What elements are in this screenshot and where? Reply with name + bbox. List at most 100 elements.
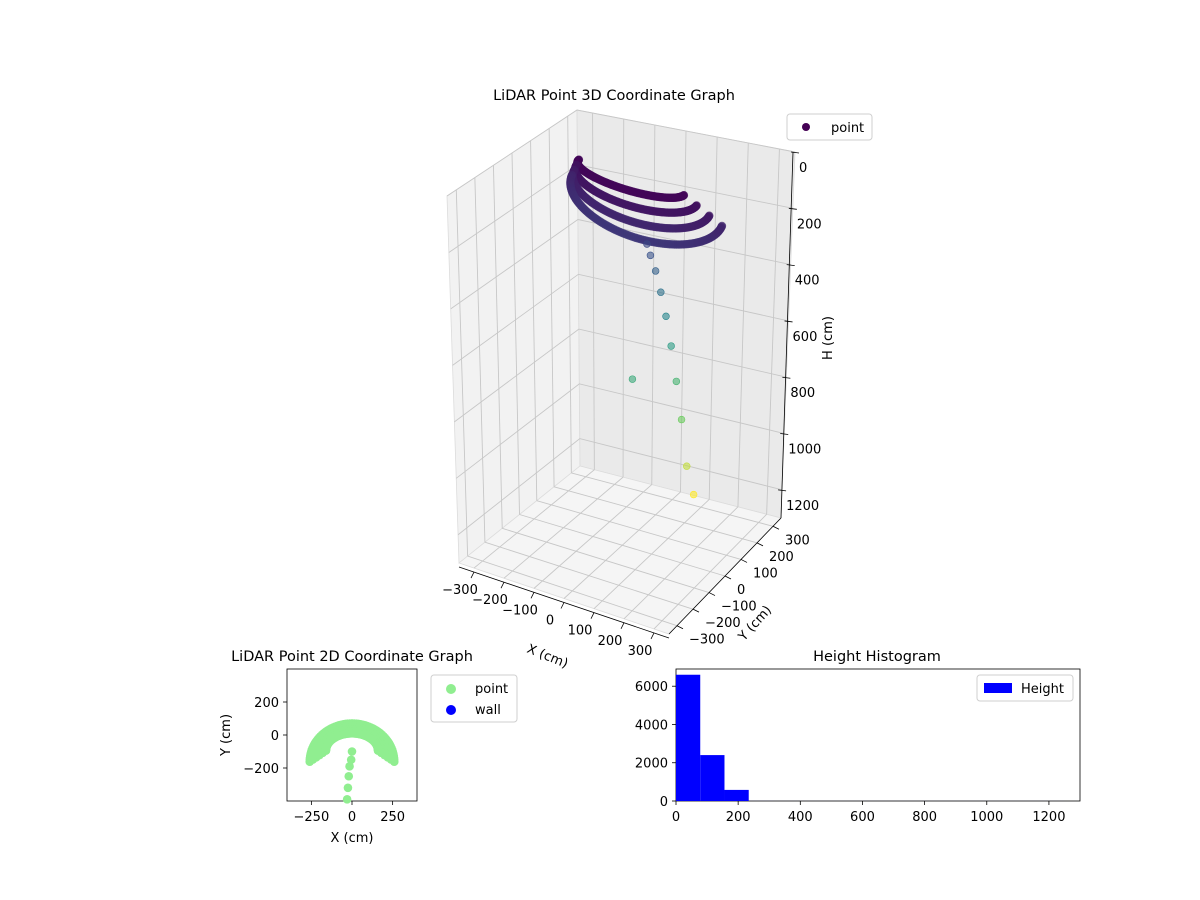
- point-2d: [373, 746, 383, 755]
- grid-y-floor: [502, 527, 710, 594]
- grid-z-wall: [457, 438, 783, 536]
- y-tick-label-2d: 200: [254, 696, 279, 711]
- x-tick-3d: [470, 571, 475, 579]
- data-point-3d: [677, 415, 686, 424]
- cluster-point: [679, 191, 689, 200]
- grid-x-wall: [511, 152, 520, 515]
- y-tick-label-3d: 200: [769, 550, 794, 565]
- x-tick-label-hist: 200: [726, 810, 751, 825]
- data-point-3d: [651, 267, 660, 275]
- data-point-3d: [628, 375, 637, 383]
- grid-z-wall: [452, 273, 789, 366]
- grid-y-floor: [536, 500, 742, 560]
- data-point-3d: [683, 462, 691, 470]
- z-tick-label-3d: 1000: [788, 443, 821, 458]
- x-tick-3d: [500, 582, 505, 589]
- x-tick-label-2d: 0: [348, 810, 356, 825]
- x-tick-3d: [530, 592, 535, 599]
- x-tick-label-hist: 0: [672, 810, 680, 825]
- legend-label-point: point: [831, 121, 864, 136]
- grid-z-wall: [455, 383, 785, 479]
- data-point-3d: [657, 288, 665, 296]
- legend-histogram: Height: [976, 674, 1074, 702]
- histogram-bar: [676, 674, 701, 801]
- x-tick-label-hist: 600: [850, 810, 875, 825]
- point-2d: [347, 747, 357, 756]
- y-tick-3d: [692, 608, 700, 613]
- x-tick-label-hist: 400: [788, 810, 813, 825]
- point-cluster-2d: [305, 719, 399, 767]
- z-tick-label-3d: 400: [795, 274, 820, 289]
- z-tick-3d: [780, 433, 789, 435]
- x-axis-label-3d: X (cm): [525, 642, 570, 672]
- y-tick-label-hist: 4000: [635, 718, 668, 733]
- data-point-3d: [643, 240, 651, 248]
- x-tick-label-3d: 100: [568, 624, 593, 639]
- point-2d: [343, 783, 353, 793]
- data-point-3d: [667, 342, 675, 350]
- grid-y-wall: [680, 130, 687, 493]
- histogram-bar: [724, 789, 749, 801]
- histogram-bar: [700, 755, 725, 801]
- grid-y-floor: [519, 514, 726, 577]
- x-tick-3d: [560, 602, 565, 609]
- y-tick-label-2d: −200: [243, 762, 279, 777]
- histogram-title: Height Histogram: [813, 649, 941, 665]
- data-point-3d: [689, 490, 698, 499]
- z-tick-label-3d: 200: [797, 217, 822, 232]
- point-2d: [344, 771, 354, 781]
- y-tick-label-3d: −300: [689, 633, 725, 648]
- grid-y-floor: [467, 555, 678, 627]
- grid-x-wall: [530, 140, 538, 501]
- grid-y-floor: [484, 541, 694, 610]
- y-tick-label-hist: 6000: [635, 680, 668, 695]
- x-tick-3d: [590, 612, 595, 619]
- x-tick-label-3d: −200: [472, 593, 508, 608]
- grid-y-wall: [651, 124, 656, 485]
- grid-z-wall: [450, 219, 791, 310]
- cluster-point: [705, 211, 714, 220]
- y-tick-label-2d: 0: [271, 729, 279, 744]
- legend-label-height: Height: [1021, 682, 1064, 697]
- legend-label-point: point: [475, 682, 508, 697]
- x-tick-label-3d: 200: [598, 634, 623, 649]
- z-tick-3d: [790, 151, 800, 154]
- y-tick-label-3d: 0: [737, 583, 745, 598]
- z-tick-label-3d: 0: [799, 161, 807, 176]
- x-tick-label-2d: −250: [294, 810, 330, 825]
- legend-frame: [976, 674, 1074, 702]
- x-tick-label-hist: 1000: [970, 810, 1003, 825]
- legend-2d: point wall: [430, 674, 518, 723]
- data-point-3d: [672, 377, 681, 386]
- point-2d: [342, 795, 352, 804]
- grid-z-wall: [454, 328, 787, 423]
- x-tick-label-3d: −300: [442, 583, 478, 598]
- grid-y-floor: [571, 472, 774, 527]
- cluster-point: [692, 201, 701, 210]
- grid-y-wall: [766, 148, 780, 515]
- legend-marker-height: [984, 683, 1012, 693]
- legend-marker-point: [446, 684, 456, 694]
- y-tick-label-3d: 300: [785, 533, 810, 548]
- y-tick-label-3d: 100: [753, 566, 778, 581]
- y-tick-3d: [708, 592, 716, 596]
- chart-3d: LiDAR Point 3D Coordinate Graph X (cm) Y…: [442, 88, 873, 672]
- chart-2d-title: LiDAR Point 2D Coordinate Graph: [231, 649, 473, 665]
- y-tick-3d: [772, 525, 780, 530]
- point-2d: [346, 755, 356, 765]
- y-axis-label-2d: Y (cm): [219, 714, 234, 757]
- y-tick-label-3d: −200: [705, 616, 741, 631]
- z-tick-label-3d: 600: [793, 330, 818, 345]
- point-cluster-3d: [566, 155, 727, 249]
- legend-3d: point: [786, 113, 873, 141]
- x-tick-3d: [620, 622, 625, 629]
- y-tick-3d: [724, 575, 732, 580]
- data-point-3d: [646, 251, 655, 260]
- legend-marker-wall: [446, 705, 456, 715]
- x-tick-3d: [650, 632, 655, 640]
- grid-y-floor: [553, 486, 758, 544]
- chart-histogram: Height Histogram 0 200 400 600 800 1000 1200 0 2…: [635, 649, 1081, 825]
- z-axis-label-3d: H (cm): [821, 316, 836, 360]
- y-tick-3d: [756, 542, 764, 547]
